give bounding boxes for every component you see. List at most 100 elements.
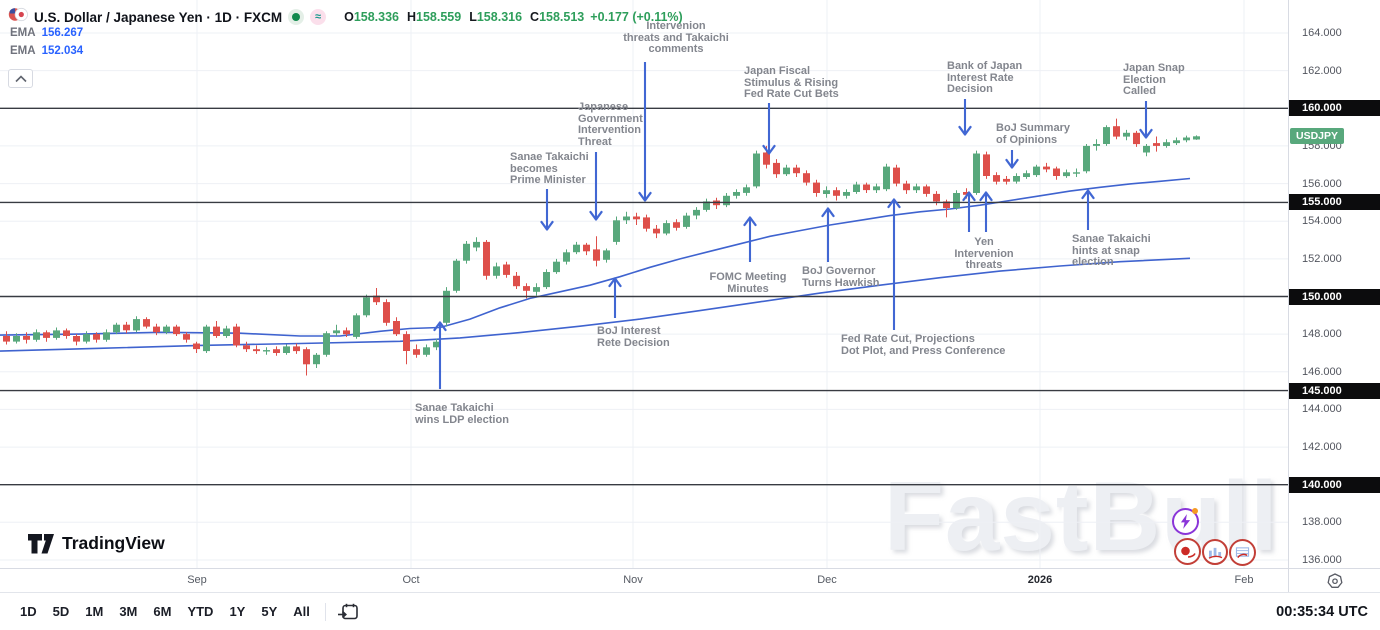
candle-body (693, 209, 700, 216)
range-button-all[interactable]: All (285, 601, 318, 622)
data-mode-icon[interactable]: ≈ (310, 9, 327, 25)
candle-body (213, 326, 220, 336)
candle-body (1063, 172, 1070, 177)
candle-body (863, 184, 870, 191)
candle-body (403, 334, 410, 351)
candle-body (823, 190, 830, 194)
candle-body (703, 201, 710, 210)
candle-body (113, 324, 120, 333)
ema-label: EMA (10, 45, 36, 57)
candle-body (1103, 127, 1110, 144)
candle-body (123, 324, 130, 331)
chevron-up-icon (14, 74, 27, 82)
candle-body (1073, 172, 1080, 174)
candle-body (1113, 126, 1120, 137)
range-button-5y[interactable]: 5Y (253, 601, 285, 622)
sticker-chart-icon-1 (1174, 538, 1201, 565)
range-button-1d[interactable]: 1D (12, 601, 45, 622)
candle-body (453, 260, 460, 291)
candle-body (1033, 166, 1040, 176)
symbol-title[interactable]: U.S. Dollar / Japanese Yen · 1D · FXCM (34, 9, 283, 25)
candle-body (913, 186, 920, 191)
chart-pane[interactable]: FastBull Intervenion threats and Takaich… (0, 0, 1288, 568)
candle-body (1093, 144, 1100, 146)
candle-body (813, 182, 820, 193)
range-button-6m[interactable]: 6M (145, 601, 179, 622)
candle-body (1003, 178, 1010, 182)
key-level-lines[interactable] (0, 107, 1288, 486)
candle-body (173, 326, 180, 335)
price-axis[interactable]: 164.000 162.000 160.000 158.000 156.000 155.0… (1288, 0, 1380, 568)
time-axis[interactable]: Sep Oct Nov Dec 2026 Feb (0, 568, 1288, 592)
candle-body (313, 354, 320, 365)
price-tick: 136.000 (1302, 554, 1342, 566)
candle-body (13, 336, 20, 342)
candle-body (463, 243, 470, 261)
candle-body (253, 349, 260, 352)
time-tick-2026: 2026 (1027, 574, 1053, 586)
range-button-1m[interactable]: 1M (77, 601, 111, 622)
candle-body (323, 333, 330, 355)
range-button-3m[interactable]: 3M (111, 601, 145, 622)
time-tick-oct: Oct (402, 574, 420, 586)
range-button-1y[interactable]: 1Y (221, 601, 253, 622)
market-status-icon[interactable] (288, 9, 305, 25)
candle-body (973, 153, 980, 193)
candle-body (593, 249, 600, 261)
ohlc-c: C158.513 (530, 10, 585, 24)
candle-body (633, 216, 640, 220)
tradingview-logo[interactable]: TradingView (28, 533, 165, 554)
candle-body (303, 349, 310, 365)
price-level-tag: 140.000 (1289, 476, 1380, 493)
price-tick: 164.000 (1302, 27, 1342, 39)
candle-body (33, 332, 40, 340)
candle-body (743, 187, 750, 193)
ema-value: 156.267 (41, 27, 84, 39)
candle-body (673, 222, 680, 228)
ema-slow-line (0, 257, 1191, 352)
candle-body (1053, 168, 1060, 176)
price-tick: 154.000 (1302, 215, 1342, 228)
ema-legend-1[interactable]: EMA 156.267 (10, 27, 83, 39)
candle-body (333, 330, 340, 334)
axis-settings-corner[interactable] (1288, 568, 1380, 592)
candle-body (803, 173, 810, 183)
candle-body (1193, 136, 1200, 140)
candle-body (283, 346, 290, 353)
ema-legend-2[interactable]: EMA 152.034 (10, 45, 83, 57)
candle-body (343, 330, 350, 335)
range-button-5d[interactable]: 5D (45, 601, 78, 622)
candle-body (883, 166, 890, 190)
candle-body (553, 261, 560, 273)
candle-body (853, 184, 860, 192)
price-tick: 146.000 (1302, 365, 1342, 378)
candle-body (623, 216, 630, 221)
candle-body (43, 332, 50, 338)
candle-body (833, 190, 840, 196)
candle-body (843, 192, 850, 196)
price-tick: 142.000 (1302, 441, 1342, 454)
price-tick: 156.000 (1302, 177, 1342, 190)
candle-body (1153, 143, 1160, 146)
candle-body (83, 334, 90, 342)
time-tick-feb: Feb (1234, 574, 1254, 586)
candle-body (433, 341, 440, 348)
price-chart[interactable] (0, 0, 1288, 568)
price-level-tag: 155.000 (1289, 194, 1380, 211)
candle-body (153, 326, 160, 333)
collapse-legend-button[interactable] (8, 69, 33, 88)
ohlc-l: L158.316 (469, 10, 523, 24)
candle-body (273, 349, 280, 353)
candle-body (643, 217, 650, 229)
candle-body (93, 334, 100, 340)
candle-body (663, 223, 670, 234)
utc-clock[interactable]: 00:35:34 UTC (1276, 603, 1368, 620)
range-button-ytd[interactable]: YTD (179, 601, 221, 622)
go-to-date-button[interactable] (333, 601, 363, 623)
candle-body (573, 244, 580, 253)
gear-icon[interactable] (1326, 572, 1344, 590)
candle-body (943, 201, 950, 208)
tradingview-logo-text: TradingView (62, 533, 165, 553)
sticker-chart-icon-2 (1202, 539, 1228, 565)
candle-body (393, 321, 400, 335)
